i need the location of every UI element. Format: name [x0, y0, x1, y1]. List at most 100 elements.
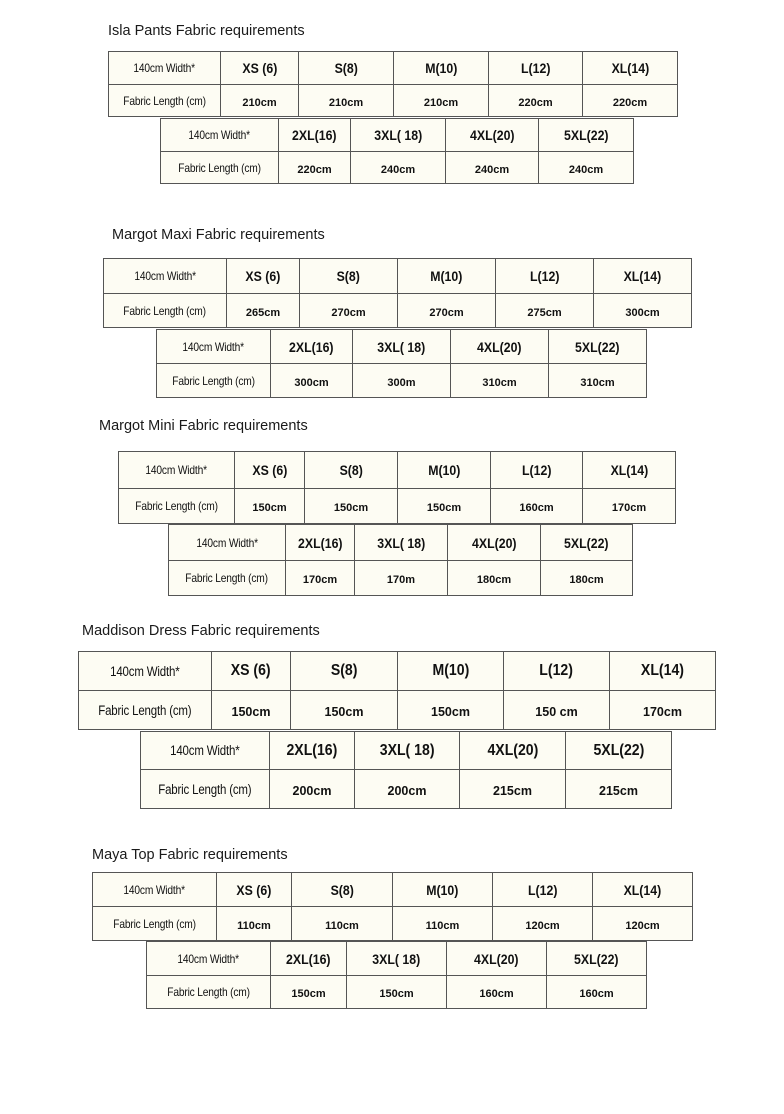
length-value: 200cm: [387, 784, 427, 798]
length-cell: 160cm: [490, 488, 583, 524]
size-header-cell: 4XL(20): [446, 941, 547, 976]
length-value: 180cm: [476, 574, 512, 586]
length-cell: 220cm: [582, 84, 678, 117]
size-header-cell: XL(14): [592, 872, 693, 907]
width-label: 140cm Width*: [188, 128, 251, 142]
length-label: Fabric Length (cm): [178, 160, 261, 175]
size-header: M(10): [426, 881, 459, 898]
size-header-cell: 3XL( 18): [354, 731, 460, 770]
size-header: S(8): [330, 662, 358, 679]
length-value: 110cm: [425, 919, 460, 932]
size-header-cell: S(8): [299, 258, 398, 294]
length-cell: 210cm: [393, 84, 489, 117]
size-header: M(10): [430, 268, 463, 284]
size-header: 2XL(16): [297, 534, 343, 551]
size-header-cell: 5XL(22): [565, 731, 672, 770]
section-title: Maya Top Fabric requirements: [92, 847, 288, 863]
size-header-cell: 4XL(20): [459, 731, 566, 770]
size-header-cell: XL(14): [582, 451, 676, 489]
size-header-cell: 5XL(22): [548, 329, 647, 364]
size-header: 2XL(16): [289, 338, 334, 355]
length-cell: 150cm: [270, 975, 347, 1009]
length-value: 150cm: [324, 705, 364, 719]
size-header-cell: M(10): [397, 451, 491, 489]
size-header-cell: M(10): [397, 258, 496, 294]
size-header-cell: XL(14): [609, 651, 716, 691]
length-cell: 270cm: [397, 293, 496, 328]
size-header: 3XL( 18): [377, 534, 425, 551]
size-header-cell: S(8): [304, 451, 398, 489]
size-header-cell: XL(14): [582, 51, 678, 85]
size-header: XS (6): [236, 881, 272, 898]
length-value: 275cm: [527, 306, 562, 319]
length-cell: 150cm: [397, 690, 504, 730]
size-header-cell: XS (6): [226, 258, 300, 294]
size-header: L(12): [529, 268, 560, 284]
length-value: 150 cm: [535, 705, 578, 719]
length-value: 310cm: [482, 376, 517, 389]
length-label: Fabric Length (cm): [123, 93, 206, 108]
length-cell: 270cm: [299, 293, 398, 328]
size-header: XS (6): [231, 662, 271, 679]
width-label: 140cm Width*: [123, 882, 186, 897]
size-header: 3XL( 18): [379, 741, 435, 759]
length-cell: 150cm: [234, 488, 305, 524]
size-header: L(12): [521, 462, 552, 478]
length-label: Fabric Length (cm): [135, 499, 218, 513]
length-label: Fabric Length (cm): [167, 985, 250, 999]
size-header-cell: 2XL(16): [269, 731, 355, 770]
size-header: S(8): [330, 881, 354, 898]
length-value: 240cm: [568, 163, 604, 176]
length-cell: Fabric Length (cm): [140, 769, 270, 809]
size-header-cell: 2XL(16): [285, 524, 355, 561]
length-label: Fabric Length (cm): [185, 571, 269, 585]
length-cell: Fabric Length (cm): [78, 690, 212, 730]
length-cell: 150cm: [304, 488, 398, 524]
length-cell: 220cm: [278, 151, 351, 184]
length-value: 220cm: [612, 96, 648, 109]
size-header: L(12): [539, 662, 574, 679]
length-value: 270cm: [331, 306, 366, 319]
length-value: 270cm: [429, 306, 464, 319]
length-cell: Fabric Length (cm): [92, 906, 217, 941]
size-header: XS (6): [245, 268, 281, 284]
size-header: 5XL(22): [593, 741, 644, 759]
length-cell: 150cm: [346, 975, 447, 1009]
size-header-cell: 5XL(22): [546, 941, 647, 976]
length-value: 210cm: [242, 96, 277, 109]
size-header: XL(14): [610, 462, 648, 478]
length-cell: 180cm: [447, 560, 541, 596]
size-header-cell: 140cm Width*: [146, 941, 271, 976]
size-header-cell: L(12): [503, 651, 610, 691]
length-value: 110cm: [325, 919, 359, 932]
length-cell: 160cm: [546, 975, 647, 1009]
length-value: 215cm: [493, 784, 532, 798]
length-cell: 110cm: [392, 906, 493, 941]
width-label: 140cm Width*: [177, 951, 240, 966]
length-value: 180cm: [569, 574, 604, 586]
length-value: 210cm: [328, 96, 364, 109]
size-header: 5XL(22): [575, 338, 620, 355]
size-header-cell: M(10): [392, 872, 493, 907]
size-header: XL(14): [611, 60, 649, 76]
size-header-cell: S(8): [291, 872, 393, 907]
width-label: 140cm Width*: [182, 339, 245, 354]
section-title: Margot Maxi Fabric requirements: [112, 227, 325, 243]
size-header-cell: XS (6): [216, 872, 292, 907]
length-cell: Fabric Length (cm): [108, 84, 221, 117]
length-value: 300m: [387, 376, 416, 389]
size-header-cell: XS (6): [220, 51, 299, 85]
size-header-cell: 4XL(20): [445, 118, 539, 152]
length-value: 150cm: [379, 988, 414, 1000]
size-header-cell: 140cm Width*: [160, 118, 279, 152]
size-header: 2XL(16): [292, 127, 337, 143]
length-value: 170cm: [302, 574, 338, 586]
size-header: S(8): [339, 462, 363, 478]
size-header-cell: 4XL(20): [447, 524, 541, 561]
length-value: 170m: [386, 574, 416, 586]
size-header-cell: 140cm Width*: [78, 651, 212, 691]
length-value: 200cm: [292, 784, 332, 798]
length-cell: 150cm: [290, 690, 398, 730]
size-header-cell: L(12): [488, 51, 583, 85]
size-header: 5XL(22): [564, 534, 609, 551]
